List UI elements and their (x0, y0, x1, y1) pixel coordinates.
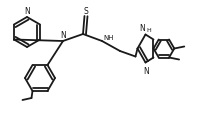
Text: N: N (61, 31, 66, 40)
Text: N: N (24, 7, 30, 16)
Text: S: S (83, 6, 88, 15)
Text: NH: NH (103, 35, 114, 41)
Text: N: N (139, 24, 144, 33)
Text: H: H (146, 28, 151, 33)
Text: N: N (143, 67, 149, 76)
